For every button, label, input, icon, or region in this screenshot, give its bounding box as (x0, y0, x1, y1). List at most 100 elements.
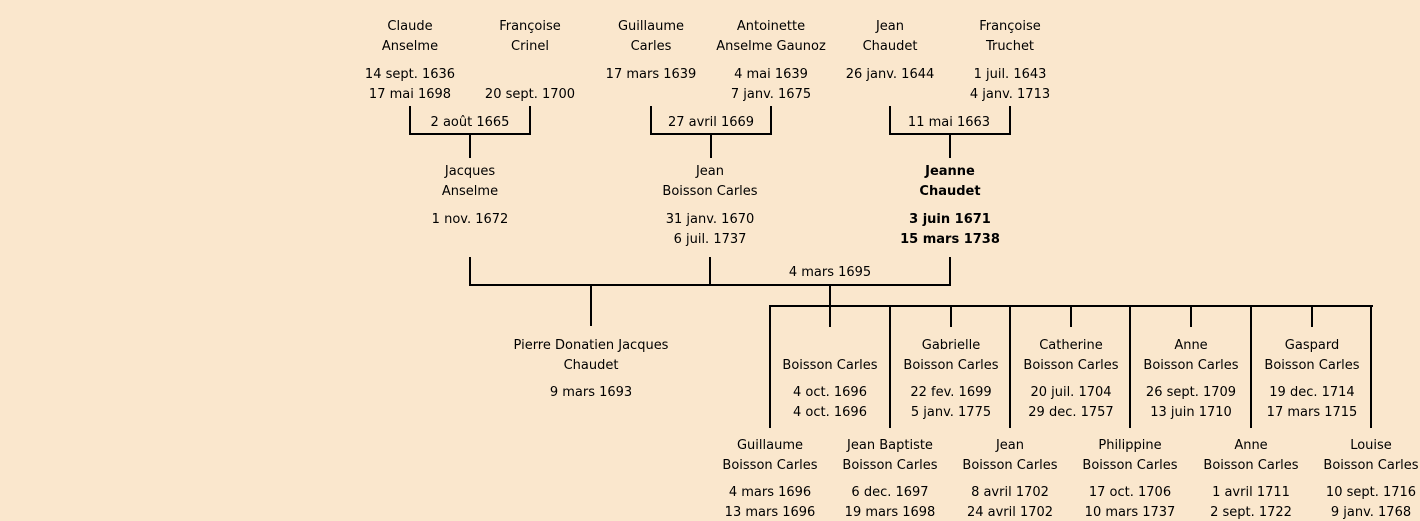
person-francoise-crinel[interactable]: Françoise Crinel 20 sept. 1700 (380, 17, 680, 105)
name-line-1: Jean Baptiste (847, 438, 933, 453)
name-line-2: Anselme (381, 39, 439, 54)
spacer (800, 202, 1100, 210)
birth-date: 1 nov. 1672 (431, 212, 509, 227)
death-date: 9 janv. 1768 (1330, 505, 1412, 520)
name-line-2: Crinel (511, 39, 549, 54)
marriage-date-label[interactable]: 27 avril 1669 (667, 115, 755, 130)
spouse-drop-line (409, 106, 411, 135)
person-antoinette-anselme-gaunoz[interactable]: Antoinette Anselme Gaunoz 4 mai 1639 7 j… (621, 17, 921, 105)
person-jeanne-chaudet-highlighted[interactable]: Jeanne Chaudet 3 juin 1671 15 mars 1738 (800, 162, 1100, 250)
name-line-1: Jean (995, 438, 1025, 453)
name-line-1: Guillaume (617, 19, 684, 34)
death-date: 13 mars 1696 (724, 505, 816, 520)
death-date: 13 juin 1710 (1150, 405, 1232, 420)
birth-date: 1 avril 1711 (1212, 485, 1290, 500)
name-line-1: Françoise (979, 19, 1041, 34)
child-drop-line (1250, 305, 1252, 428)
death-date: 4 janv. 1713 (969, 87, 1051, 102)
sibling-line (769, 305, 1373, 307)
spouse-drop-line (889, 106, 891, 135)
spouse-drop-line (709, 257, 711, 286)
person-pierre-donatien-jacques-chaudet[interactable]: Pierre Donatien Jacques Chaudet 9 mars 1… (441, 336, 741, 423)
person-louise-boisson-carles[interactable]: Louise Boisson Carles 10 sept. 1716 9 ja… (1221, 436, 1420, 521)
name-line-1: Jacques (444, 164, 496, 179)
name-line-1: Anne (1234, 438, 1268, 453)
name-line-2: Boisson Carles (842, 458, 938, 473)
birth-date: 19 dec. 1714 (1269, 385, 1355, 400)
person-jean-chaudet[interactable]: Jean Chaudet 26 janv. 1644 (740, 17, 1040, 105)
death-date: 5 janv. 1775 (910, 405, 992, 420)
spouse-drop-line (949, 257, 951, 286)
name-line-2: Chaudet (862, 39, 918, 54)
birth-date: 9 mars 1693 (549, 385, 633, 400)
death-date: 6 juil. 1737 (673, 232, 747, 247)
person-francoise-truchet[interactable]: Françoise Truchet 1 juil. 1643 4 janv. 1… (860, 17, 1160, 105)
person-guillaume-carles[interactable]: Guillaume Carles 17 mars 1639 (501, 17, 801, 105)
marriage-date-label[interactable]: 2 août 1665 (430, 115, 510, 130)
descent-line (590, 286, 592, 326)
birth-date: 10 sept. 1716 (1325, 485, 1417, 500)
birth-date: 14 sept. 1636 (364, 67, 456, 82)
child-drop-line (1129, 305, 1131, 428)
child-tick-line (1311, 307, 1313, 327)
name-line-1: Claude (387, 19, 433, 34)
name-line-2: Boisson Carles (1323, 458, 1419, 473)
death-date: 4 oct. 1696 (793, 405, 867, 420)
birth-date: 4 mars 1696 (728, 485, 812, 500)
person-gaspard-boisson-carles[interactable]: Gaspard Boisson Carles 19 dec. 1714 17 m… (1162, 336, 1420, 423)
spouse-drop-line (650, 106, 652, 135)
person-jean-baptiste-boisson-carles[interactable]: Jean Baptiste Boisson Carles 6 dec. 1697… (740, 436, 1040, 521)
name-line-2: Boisson Carles (1203, 458, 1299, 473)
person-philippine-boisson-carles[interactable]: Philippine Boisson Carles 17 oct. 1706 1… (980, 436, 1280, 521)
child-drop-line (889, 305, 891, 428)
spacer (860, 57, 1160, 65)
name-line-2: Boisson Carles (782, 358, 878, 373)
name-line-1: Gabrielle (921, 338, 981, 353)
person-anne-boisson-carles-1711[interactable]: Anne Boisson Carles 1 avril 1711 2 sept.… (1101, 436, 1401, 521)
person-child-boisson-carles[interactable]: Boisson Carles 4 oct. 1696 4 oct. 1696 (680, 336, 980, 423)
child-drop-line (1370, 305, 1372, 428)
name-line-2: Anselme Gaunoz (716, 39, 826, 54)
name-line-2: Boisson Carles (903, 358, 999, 373)
name-line-1: Pierre Donatien Jacques (513, 338, 669, 353)
child-tick-line (950, 307, 952, 327)
death-date: 7 janv. 1675 (730, 87, 812, 102)
person-claude-anselme[interactable]: Claude Anselme 14 sept. 1636 17 mai 1698 (260, 17, 560, 105)
death-date: 2 sept. 1722 (1210, 505, 1292, 520)
name-line-2: Anselme (441, 184, 499, 199)
descent-line (469, 133, 471, 158)
person-anne-boisson-carles-1709[interactable]: Anne Boisson Carles 26 sept. 1709 13 jui… (1041, 336, 1341, 423)
spouse-drop-line (529, 106, 531, 135)
death-date: 17 mai 1698 (368, 87, 452, 102)
marriage-date-label[interactable]: 11 mai 1663 (907, 115, 991, 130)
child-tick-line (1190, 307, 1192, 327)
name-line-1: Catherine (1039, 338, 1103, 353)
name-line-2: Boisson Carles (962, 458, 1058, 473)
person-catherine-boisson-carles[interactable]: Catherine Boisson Carles 20 juil. 1704 2… (921, 336, 1221, 423)
spouse-drop-line (770, 106, 772, 135)
marriage-date-label[interactable]: 4 mars 1695 (788, 265, 872, 280)
name-line-1: Jeanne (925, 164, 975, 179)
person-jean-boisson-carles[interactable]: Jean Boisson Carles 31 janv. 1670 6 juil… (560, 162, 860, 250)
name-line-2: Boisson Carles (1023, 358, 1119, 373)
person-jean-boisson-carles-1702[interactable]: Jean Boisson Carles 8 avril 1702 24 avri… (860, 436, 1160, 521)
name-line-1: Gaspard (1284, 338, 1340, 353)
death-date: 17 mars 1715 (1266, 405, 1358, 420)
name-line-1: Anne (1174, 338, 1208, 353)
name-line-1: Louise (1350, 438, 1392, 453)
person-jacques-anselme[interactable]: Jacques Anselme 1 nov. 1672 (320, 162, 620, 250)
spacer (1221, 476, 1420, 483)
child-drop-line (769, 305, 771, 428)
death-date: 19 mars 1698 (844, 505, 936, 520)
person-guillaume-boisson-carles[interactable]: Guillaume Boisson Carles 4 mars 1696 13 … (620, 436, 920, 521)
child-drop-line (1009, 305, 1011, 428)
death-date: 15 mars 1738 (900, 232, 1000, 247)
death-date: 10 mars 1737 (1084, 505, 1176, 520)
person-gabrielle-boisson-carles[interactable]: Gabrielle Boisson Carles 22 fev. 1699 5 … (801, 336, 1101, 423)
death-date: 29 dec. 1757 (1028, 405, 1114, 420)
name-line-1: Jean (875, 19, 905, 34)
birth-date: 4 mai 1639 (734, 67, 808, 82)
birth-date: 3 juin 1671 (909, 212, 991, 227)
name-line-2: Boisson Carles (1082, 458, 1178, 473)
birth-date: 8 avril 1702 (971, 485, 1049, 500)
